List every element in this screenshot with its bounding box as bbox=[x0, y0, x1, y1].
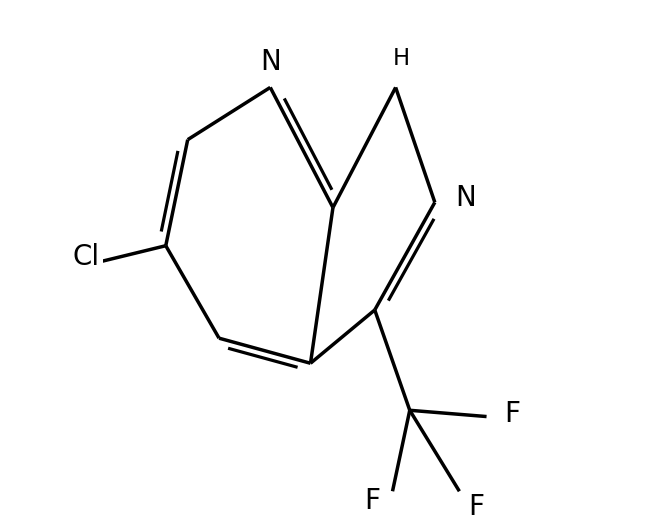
Text: F: F bbox=[468, 493, 484, 521]
Text: N: N bbox=[455, 184, 476, 212]
Text: H: H bbox=[392, 47, 409, 70]
Text: N: N bbox=[260, 49, 281, 77]
Text: F: F bbox=[365, 487, 381, 515]
Text: F: F bbox=[505, 400, 520, 428]
Text: Cl: Cl bbox=[72, 243, 100, 271]
